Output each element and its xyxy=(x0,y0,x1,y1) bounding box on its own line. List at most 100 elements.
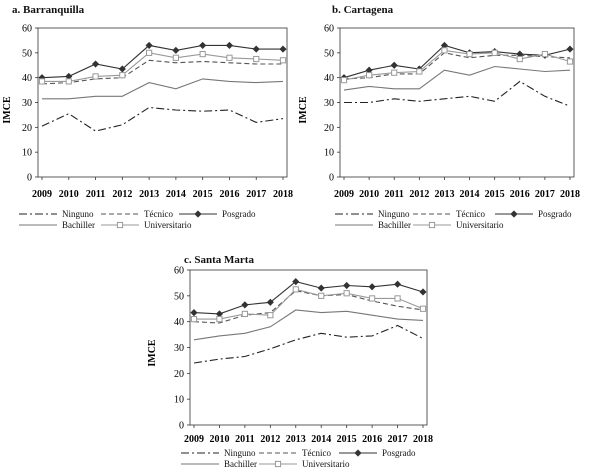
x-tick-label: 2012 xyxy=(112,189,132,200)
data-point-posgrado xyxy=(343,281,351,290)
legend-swatch-ninguno xyxy=(181,452,219,454)
y-tick-label: 40 xyxy=(22,73,32,84)
x-tick-label: 2009 xyxy=(32,189,52,200)
data-point-posgrado xyxy=(190,309,198,317)
data-point-universitario xyxy=(292,286,299,293)
data-point-posgrado xyxy=(390,61,398,69)
data-point-universitario xyxy=(391,69,398,76)
data-point-universitario xyxy=(416,68,423,75)
y-axis-label: IMCE xyxy=(147,339,158,367)
y-tick-label: 50 xyxy=(22,48,32,59)
x-tick-label: 2016 xyxy=(510,189,530,200)
legend-item-universitario: Universitario xyxy=(100,220,192,230)
series-line-universitario xyxy=(343,49,571,81)
x-tick-label: 2017 xyxy=(535,189,555,200)
legend-item-ninguno: Ninguno xyxy=(334,209,410,219)
data-point-posgrado xyxy=(199,41,207,49)
data-point-posgrado xyxy=(145,41,153,49)
data-point-universitario xyxy=(172,54,179,61)
data-point-posgrado xyxy=(266,298,274,306)
data-point-universitario xyxy=(38,78,46,85)
y-axis-label: IMCE xyxy=(298,96,309,124)
x-tick-label: 2018 xyxy=(273,189,293,200)
y-tick-label: 0 xyxy=(329,173,334,184)
data-point-universitario xyxy=(226,54,233,61)
data-point-posgrado xyxy=(91,60,100,68)
plot-frame xyxy=(339,27,575,178)
series-line-ninguno xyxy=(193,324,424,364)
y-tick-label: 10 xyxy=(174,395,184,406)
data-point-universitario xyxy=(366,72,373,79)
x-tick-label: 2012 xyxy=(409,189,429,200)
x-tick-label: 2018 xyxy=(560,189,580,200)
legend-item-tecnico: Técnico xyxy=(258,448,331,458)
y-tick-label: 30 xyxy=(22,98,32,109)
y-tick-label: 50 xyxy=(324,48,334,59)
y-tick-label: 10 xyxy=(22,148,32,159)
chart-santa-marta: c. Santa Marta 0 10 20 30 40 50 60 2009 2010 2011… xyxy=(140,250,450,473)
chart-cartagena: b. Cartagena 0 10 20 30 40 50 60 2009 2010 2011 20… xyxy=(294,0,589,233)
y-tick-label: 0 xyxy=(27,173,32,184)
x-tick-label: 2017 xyxy=(246,189,266,200)
legend-swatch-ninguno xyxy=(19,213,57,215)
data-point-universitario xyxy=(253,55,260,63)
series-line-bachiller xyxy=(343,65,571,91)
x-tick-label: 2014 xyxy=(311,434,331,445)
y-tick-label: 0 xyxy=(179,421,184,432)
x-tick-label: 2009 xyxy=(184,434,204,445)
legend-item-tecnico: Técnico xyxy=(412,209,485,219)
series-line-ninguno xyxy=(344,80,571,107)
y-tick-label: 20 xyxy=(324,123,334,134)
data-point-universitario xyxy=(65,78,72,85)
data-point-posgrado xyxy=(393,280,402,288)
legend-swatch-tecnico xyxy=(259,452,297,454)
chart-title: a. Barranquilla xyxy=(12,4,85,16)
x-tick-label: 2015 xyxy=(485,189,505,200)
legend-swatch-universitario xyxy=(413,221,451,229)
data-point-posgrado xyxy=(419,288,427,296)
x-tick-label: 2011 xyxy=(384,189,403,200)
y-tick-label: 10 xyxy=(324,148,334,159)
x-tick-label: 2016 xyxy=(362,434,382,445)
chart-plot: 0 10 20 30 40 50 60 2009 2010 2011 2012 2013 2014 201… xyxy=(147,266,433,446)
data-point-universitario xyxy=(343,290,350,297)
data-point-posgrado xyxy=(252,45,260,53)
y-tick-label: 20 xyxy=(22,123,32,134)
legend-marker-universitario xyxy=(428,221,436,229)
data-point-universitario xyxy=(267,312,274,319)
legend-label: Técnico xyxy=(302,448,331,458)
x-tick-label: 2018 xyxy=(413,434,433,445)
y-tick-label: 50 xyxy=(174,291,184,302)
x-tick-label: 2015 xyxy=(193,189,213,200)
legend-item-posgrado: Posgrado xyxy=(178,209,256,219)
legend-swatch-tecnico xyxy=(413,213,451,215)
data-point-universitario xyxy=(394,295,401,302)
data-point-universitario xyxy=(190,315,198,323)
data-point-universitario xyxy=(340,77,348,84)
data-point-universitario xyxy=(318,292,325,299)
data-point-universitario xyxy=(146,49,153,56)
x-tick-label: 2012 xyxy=(260,434,280,445)
x-tick-label: 2016 xyxy=(219,189,239,200)
legend-swatch-posgrado xyxy=(339,449,377,457)
data-point-universitario xyxy=(369,295,376,302)
data-point-posgrado xyxy=(241,301,249,309)
x-tick-label: 2014 xyxy=(166,189,186,200)
legend-marker-posgrado xyxy=(194,210,202,218)
plot-frame xyxy=(37,27,288,178)
y-tick-label: 60 xyxy=(174,266,184,277)
data-point-universitario xyxy=(279,57,287,64)
data-point-universitario xyxy=(199,50,206,58)
legend-item-ninguno: Ninguno xyxy=(180,448,256,458)
data-point-universitario xyxy=(516,55,523,63)
data-point-universitario xyxy=(441,47,448,54)
legend-label: Universitario xyxy=(456,220,504,230)
data-point-posgrado xyxy=(317,284,325,292)
series-line-posgrado xyxy=(193,280,424,315)
legend-marker-posgrado xyxy=(354,449,362,457)
legend-label: Bachiller xyxy=(378,220,411,230)
legend-item-bachiller: Bachiller xyxy=(18,220,95,230)
x-tick-label: 2009 xyxy=(334,189,354,200)
data-point-universitario xyxy=(566,58,574,65)
x-tick-label: 2015 xyxy=(337,434,357,445)
